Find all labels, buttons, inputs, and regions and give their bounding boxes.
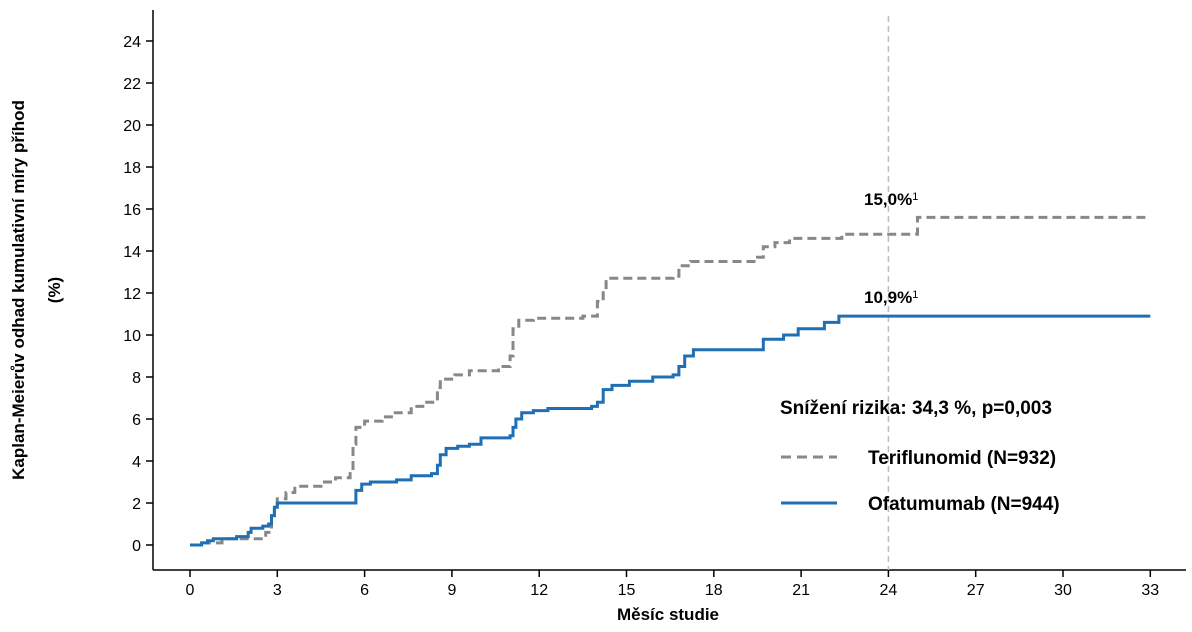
legend: Snížení rizika: 34,3 %, p=0,003 Teriflun… [780, 398, 1060, 515]
y-tick-label-8: 8 [132, 370, 141, 387]
x-tick-label-24: 24 [880, 582, 898, 599]
ofatumumab-end-value: 10,9% [864, 288, 912, 307]
y-tick-label-10: 10 [123, 328, 141, 345]
teriflunomid-end-value: 15,0% [864, 190, 912, 209]
legend-label-teriflunomid: Teriflunomid (N=932) [868, 448, 1056, 469]
x-tick-label-15: 15 [618, 582, 636, 599]
legend-label-ofatumumab: Ofatumumab (N=944) [868, 494, 1060, 515]
y-tick-label-2: 2 [132, 496, 141, 513]
x-tick-label-33: 33 [1141, 582, 1159, 599]
y-axis-title: Kaplan-Meierův odhad kumulativní míry př… [9, 100, 28, 480]
series-line-ofatumumab [190, 314, 1151, 547]
risk-reduction-annotation: Snížení rizika: 34,3 %, p=0,003 [780, 398, 1052, 419]
x-tick-label-3: 3 [273, 582, 282, 599]
y-tick-label-14: 14 [123, 244, 141, 261]
ofatumumab-end-footnote: 1 [912, 289, 918, 301]
x-tick-label-30: 30 [1054, 582, 1072, 599]
series-group [190, 215, 1151, 547]
y-tick-label-24: 24 [123, 34, 141, 51]
y-tick-label-0: 0 [132, 538, 141, 555]
x-tick-label-6: 6 [360, 582, 369, 599]
y-tick-label-6: 6 [132, 412, 141, 429]
y-tick-label-16: 16 [123, 202, 141, 219]
y-tick-label-4: 4 [132, 454, 141, 471]
y-tick-label-22: 22 [123, 76, 141, 93]
y-tick-label-18: 18 [123, 160, 141, 177]
x-tick-label-0: 0 [186, 582, 195, 599]
x-tick-label-12: 12 [530, 582, 548, 599]
y-tick-label-20: 20 [123, 118, 141, 135]
series-line-teriflunomid [190, 215, 1151, 547]
y-axis-title-line1: Kaplan-Meierův odhad kumulativní míry př… [9, 100, 28, 480]
teriflunomid-end-label: 15,0%1 [864, 190, 918, 209]
ofatumumab-end-label: 10,9%1 [864, 288, 918, 307]
y-tick-label-12: 12 [123, 286, 141, 303]
x-tick-label-9: 9 [447, 582, 456, 599]
x-tick-label-27: 27 [967, 582, 985, 599]
x-axis-title: Měsíc studie [617, 605, 719, 624]
x-tick-label-21: 21 [792, 582, 810, 599]
teriflunomid-end-footnote: 1 [912, 191, 918, 203]
y-axis-title-line2: (%) [45, 277, 64, 303]
x-tick-label-18: 18 [705, 582, 723, 599]
